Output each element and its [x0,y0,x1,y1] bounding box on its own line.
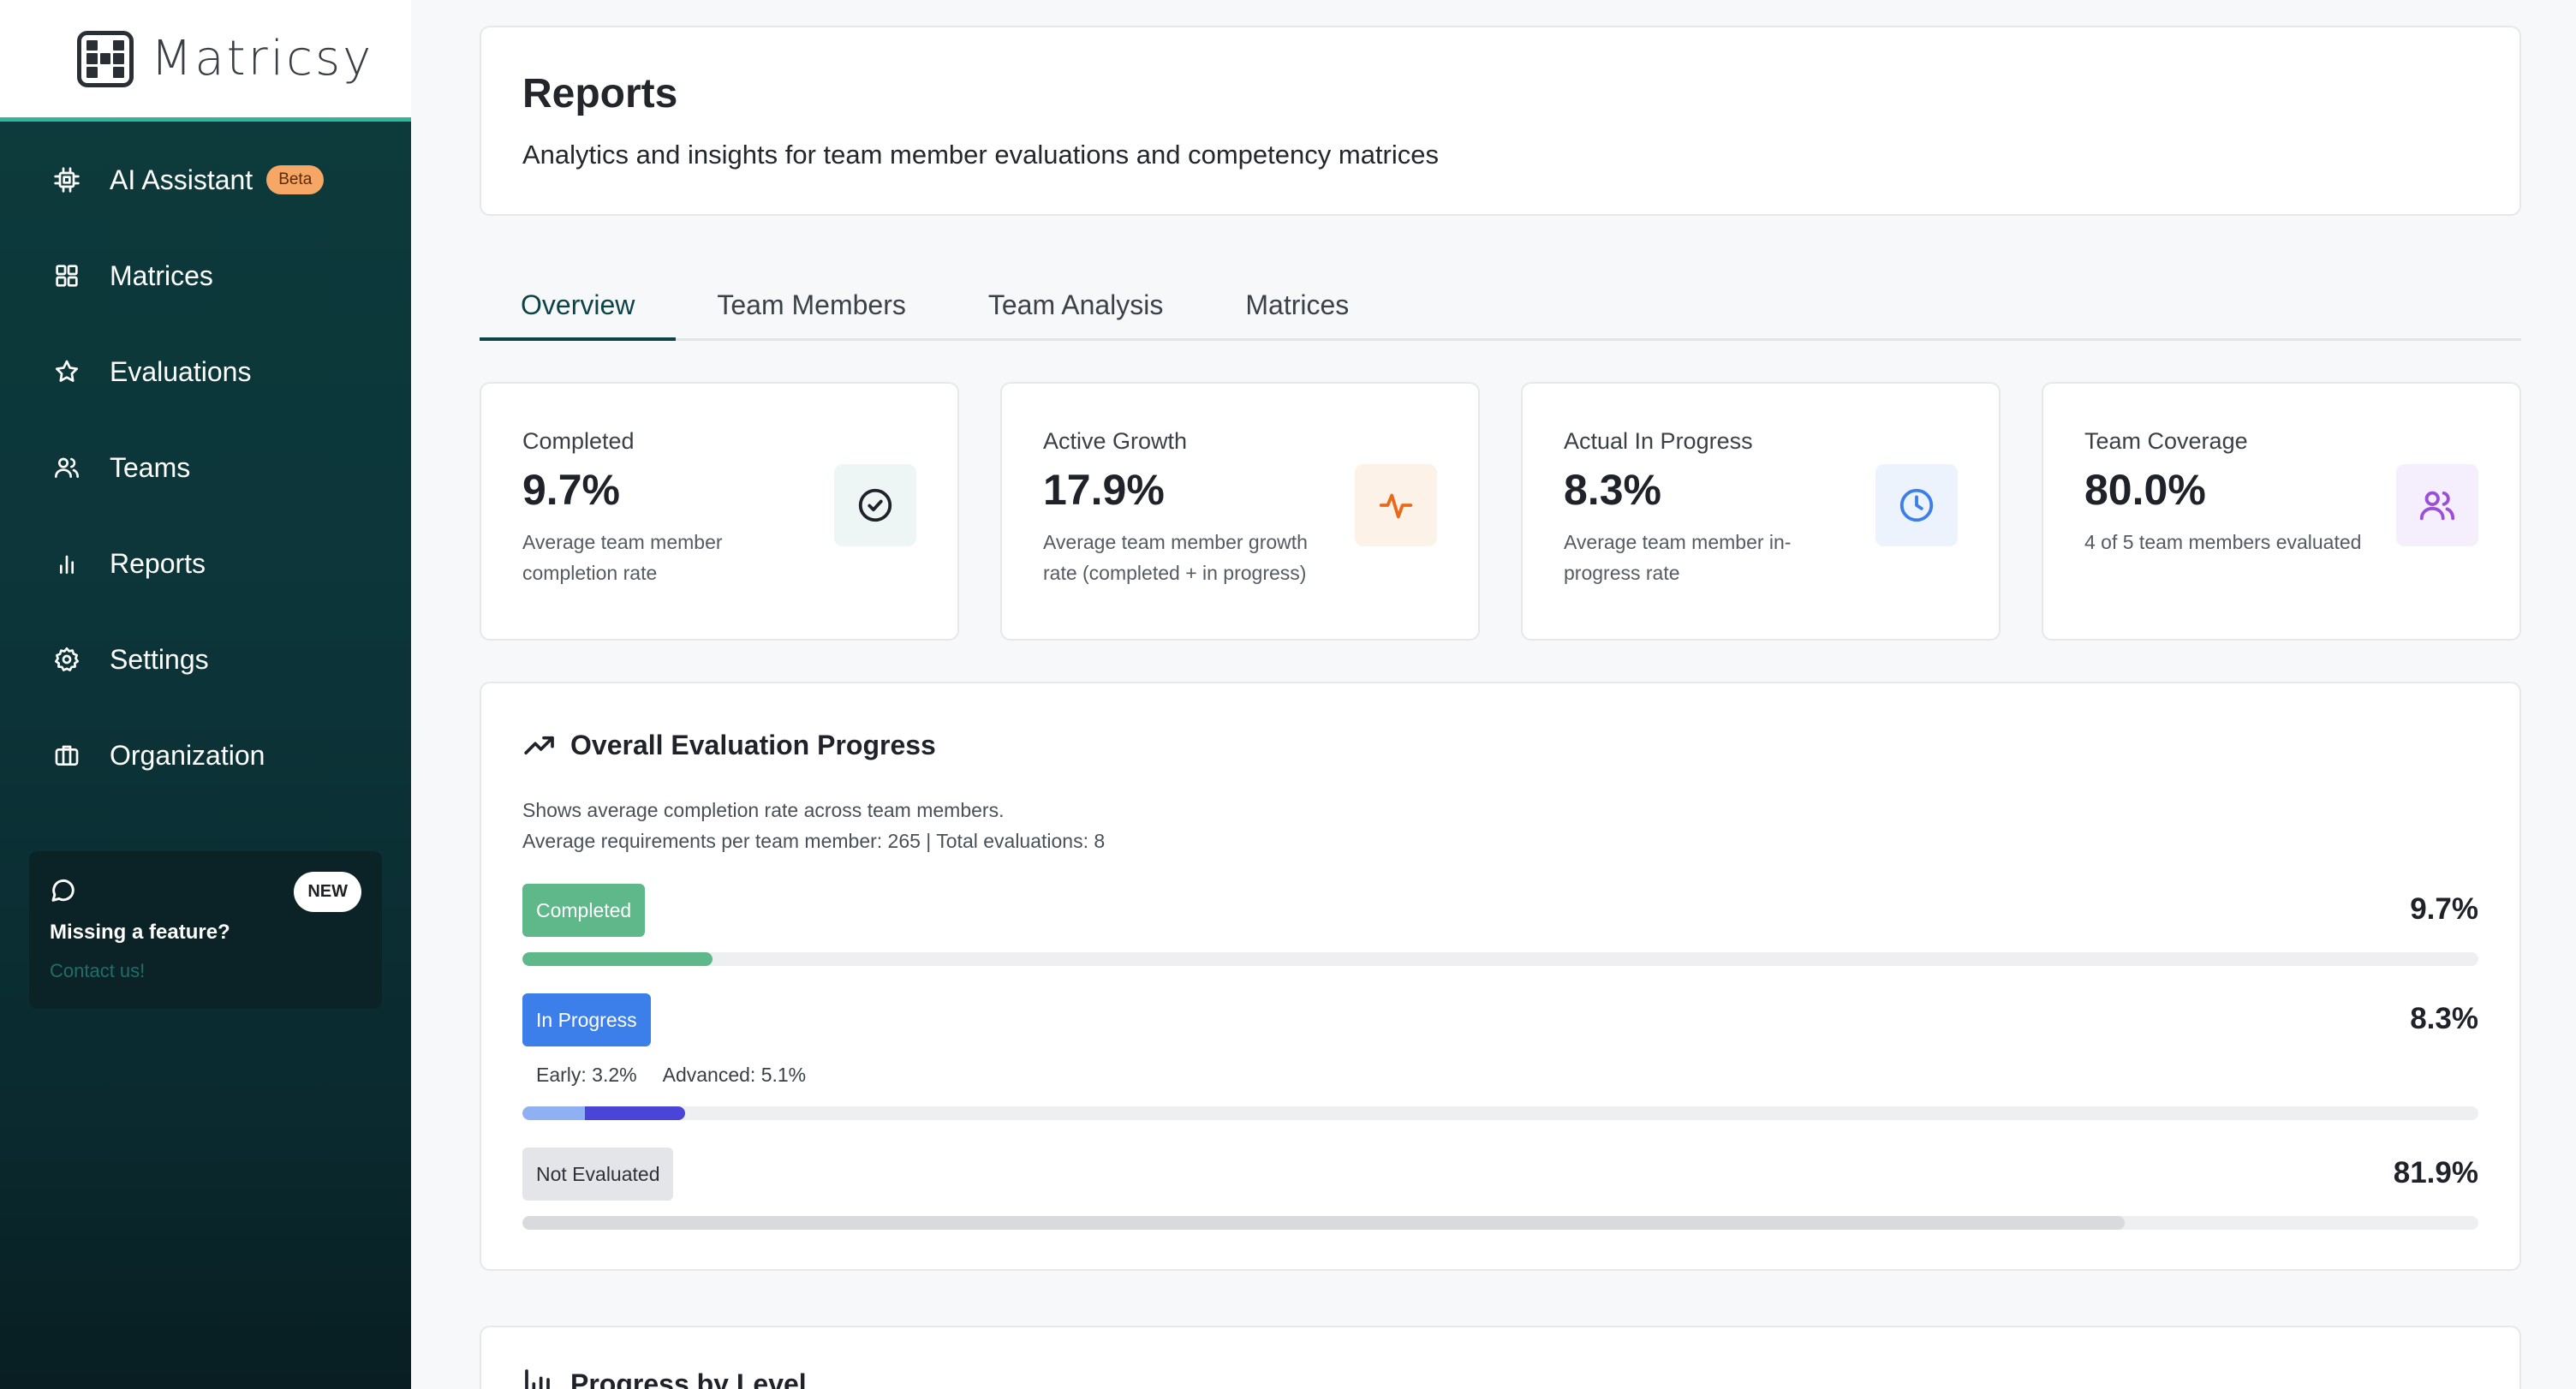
completed-pill: Completed [522,884,646,937]
stat-value: 80.0% [2084,466,2206,514]
report-tabs: Overview Team Members Team Analysis Matr… [480,274,2521,341]
in-progress-breakdown: Early: 3.2% Advanced: 5.1% [536,1064,806,1087]
stat-description: Average team member growth rate (complet… [1043,531,1308,584]
advanced-fill [585,1106,685,1120]
in-progress-pill: In Progress [522,993,651,1046]
not-evaluated-row: Not Evaluated 81.9% [522,1148,2478,1230]
clock-icon [1875,464,1958,546]
stat-label: Completed [522,428,635,454]
stat-card-completed: Completed 9.7% Average team member compl… [480,382,959,641]
stat-description: Average team member in-progress rate [1564,531,1792,584]
completed-fill [522,952,713,966]
stat-value: 9.7% [522,466,620,514]
sidebar-item-settings[interactable]: Settings [0,611,411,707]
not-evaluated-pill: Not Evaluated [522,1148,674,1201]
stat-label: Actual In Progress [1564,428,1753,454]
in-progress-value: 8.3% [2410,1002,2478,1035]
page-title: Reports [522,71,678,116]
sidebar-nav: AI Assistant Beta Matrices Evaluations T… [0,122,411,803]
description-line: Average requirements per team member: 26… [522,830,1106,852]
brand-header[interactable]: Matricsy [0,0,411,122]
users-icon [2396,464,2478,546]
overall-progress-card: Overall Evaluation Progress Shows averag… [480,682,2521,1271]
completed-value: 9.7% [2410,892,2478,926]
section-header: Overall Evaluation Progress [522,728,2478,762]
sidebar: Matricsy AI Assistant Beta Matrices Eval… [0,0,411,1389]
stat-card-in-progress: Actual In Progress 8.3% Average team mem… [1521,382,2001,641]
in-progress-track [522,1106,2478,1120]
early-fill [522,1106,586,1120]
bar-chart-icon [51,548,82,579]
sidebar-item-label: Organization [110,739,265,771]
cpu-icon [51,164,82,195]
grid-icon [51,260,82,291]
advanced-label: Advanced: 5.1% [662,1064,807,1086]
tab-overview[interactable]: Overview [480,274,677,341]
trending-up-icon [524,736,554,754]
matricsy-logo-icon [77,30,134,87]
beta-badge: Beta [266,165,325,194]
bar-chart-icon [525,1369,550,1389]
sidebar-item-ai-assistant[interactable]: AI Assistant Beta [0,132,411,228]
message-circle-icon [50,877,361,909]
stat-description: 4 of 5 team members evaluated [2084,531,2362,553]
check-circle-icon [834,464,916,546]
star-icon [51,356,82,387]
section-description: Shows average completion rate across tea… [522,795,2478,856]
briefcase-icon [51,740,82,771]
not-evaluated-fill [522,1216,2125,1230]
sidebar-item-organization[interactable]: Organization [0,707,411,803]
stat-card-active-growth: Active Growth 17.9% Average team member … [1000,382,1480,641]
sidebar-item-label: Teams [110,451,191,483]
page-subtitle: Analytics and insights for team member e… [522,140,1439,170]
sidebar-item-label: AI Assistant [110,164,253,195]
completed-track [522,952,2478,966]
activity-icon [1355,464,1437,546]
progress-by-level-card: Progress by Level [480,1326,2521,1389]
description-line: Shows average completion rate across tea… [522,799,1005,821]
gear-icon [51,644,82,675]
early-label: Early: 3.2% [536,1064,637,1086]
tab-team-analysis[interactable]: Team Analysis [987,289,1164,320]
feature-card-title: Missing a feature? [50,921,230,944]
stat-value: 8.3% [1564,466,1661,514]
stat-value: 17.9% [1043,466,1165,514]
in-progress-row: In Progress 8.3% Early: 3.2% Advanced: 5.… [522,993,2478,1120]
sidebar-item-teams[interactable]: Teams [0,420,411,516]
tab-matrices[interactable]: Matrices [1245,289,1350,320]
sidebar-item-matrices[interactable]: Matrices [0,228,411,324]
sidebar-item-evaluations[interactable]: Evaluations [0,324,411,420]
stat-card-team-coverage: Team Coverage 80.0% 4 of 5 team members … [2042,382,2521,641]
section-title: Progress by Level [570,1368,807,1389]
section-header: Progress by Level [522,1367,2478,1389]
new-badge: NEW [294,872,361,912]
users-icon [51,452,82,483]
sidebar-item-label: Evaluations [110,355,252,387]
missing-feature-card: NEW Missing a feature? Contact us! [29,851,382,1009]
sidebar-item-reports[interactable]: Reports [0,516,411,611]
tab-team-members[interactable]: Team Members [717,289,906,320]
main-content: Reports Analytics and insights for team … [411,0,2576,1389]
sidebar-item-label: Reports [110,547,206,579]
contact-us-link[interactable]: Contact us! [50,960,146,981]
page-header-card: Reports Analytics and insights for team … [480,26,2521,216]
stat-description: Average team member completion rate [522,531,723,584]
stat-label: Team Coverage [2084,428,2248,454]
stat-label: Active Growth [1043,428,1188,454]
not-evaluated-value: 81.9% [2393,1156,2478,1189]
sidebar-item-label: Matrices [110,259,213,291]
section-title: Overall Evaluation Progress [570,729,936,760]
completed-row: Completed 9.7% [522,884,2478,966]
sidebar-item-label: Settings [110,643,209,675]
brand-name: Matricsy [151,31,374,86]
not-evaluated-track [522,1216,2478,1230]
